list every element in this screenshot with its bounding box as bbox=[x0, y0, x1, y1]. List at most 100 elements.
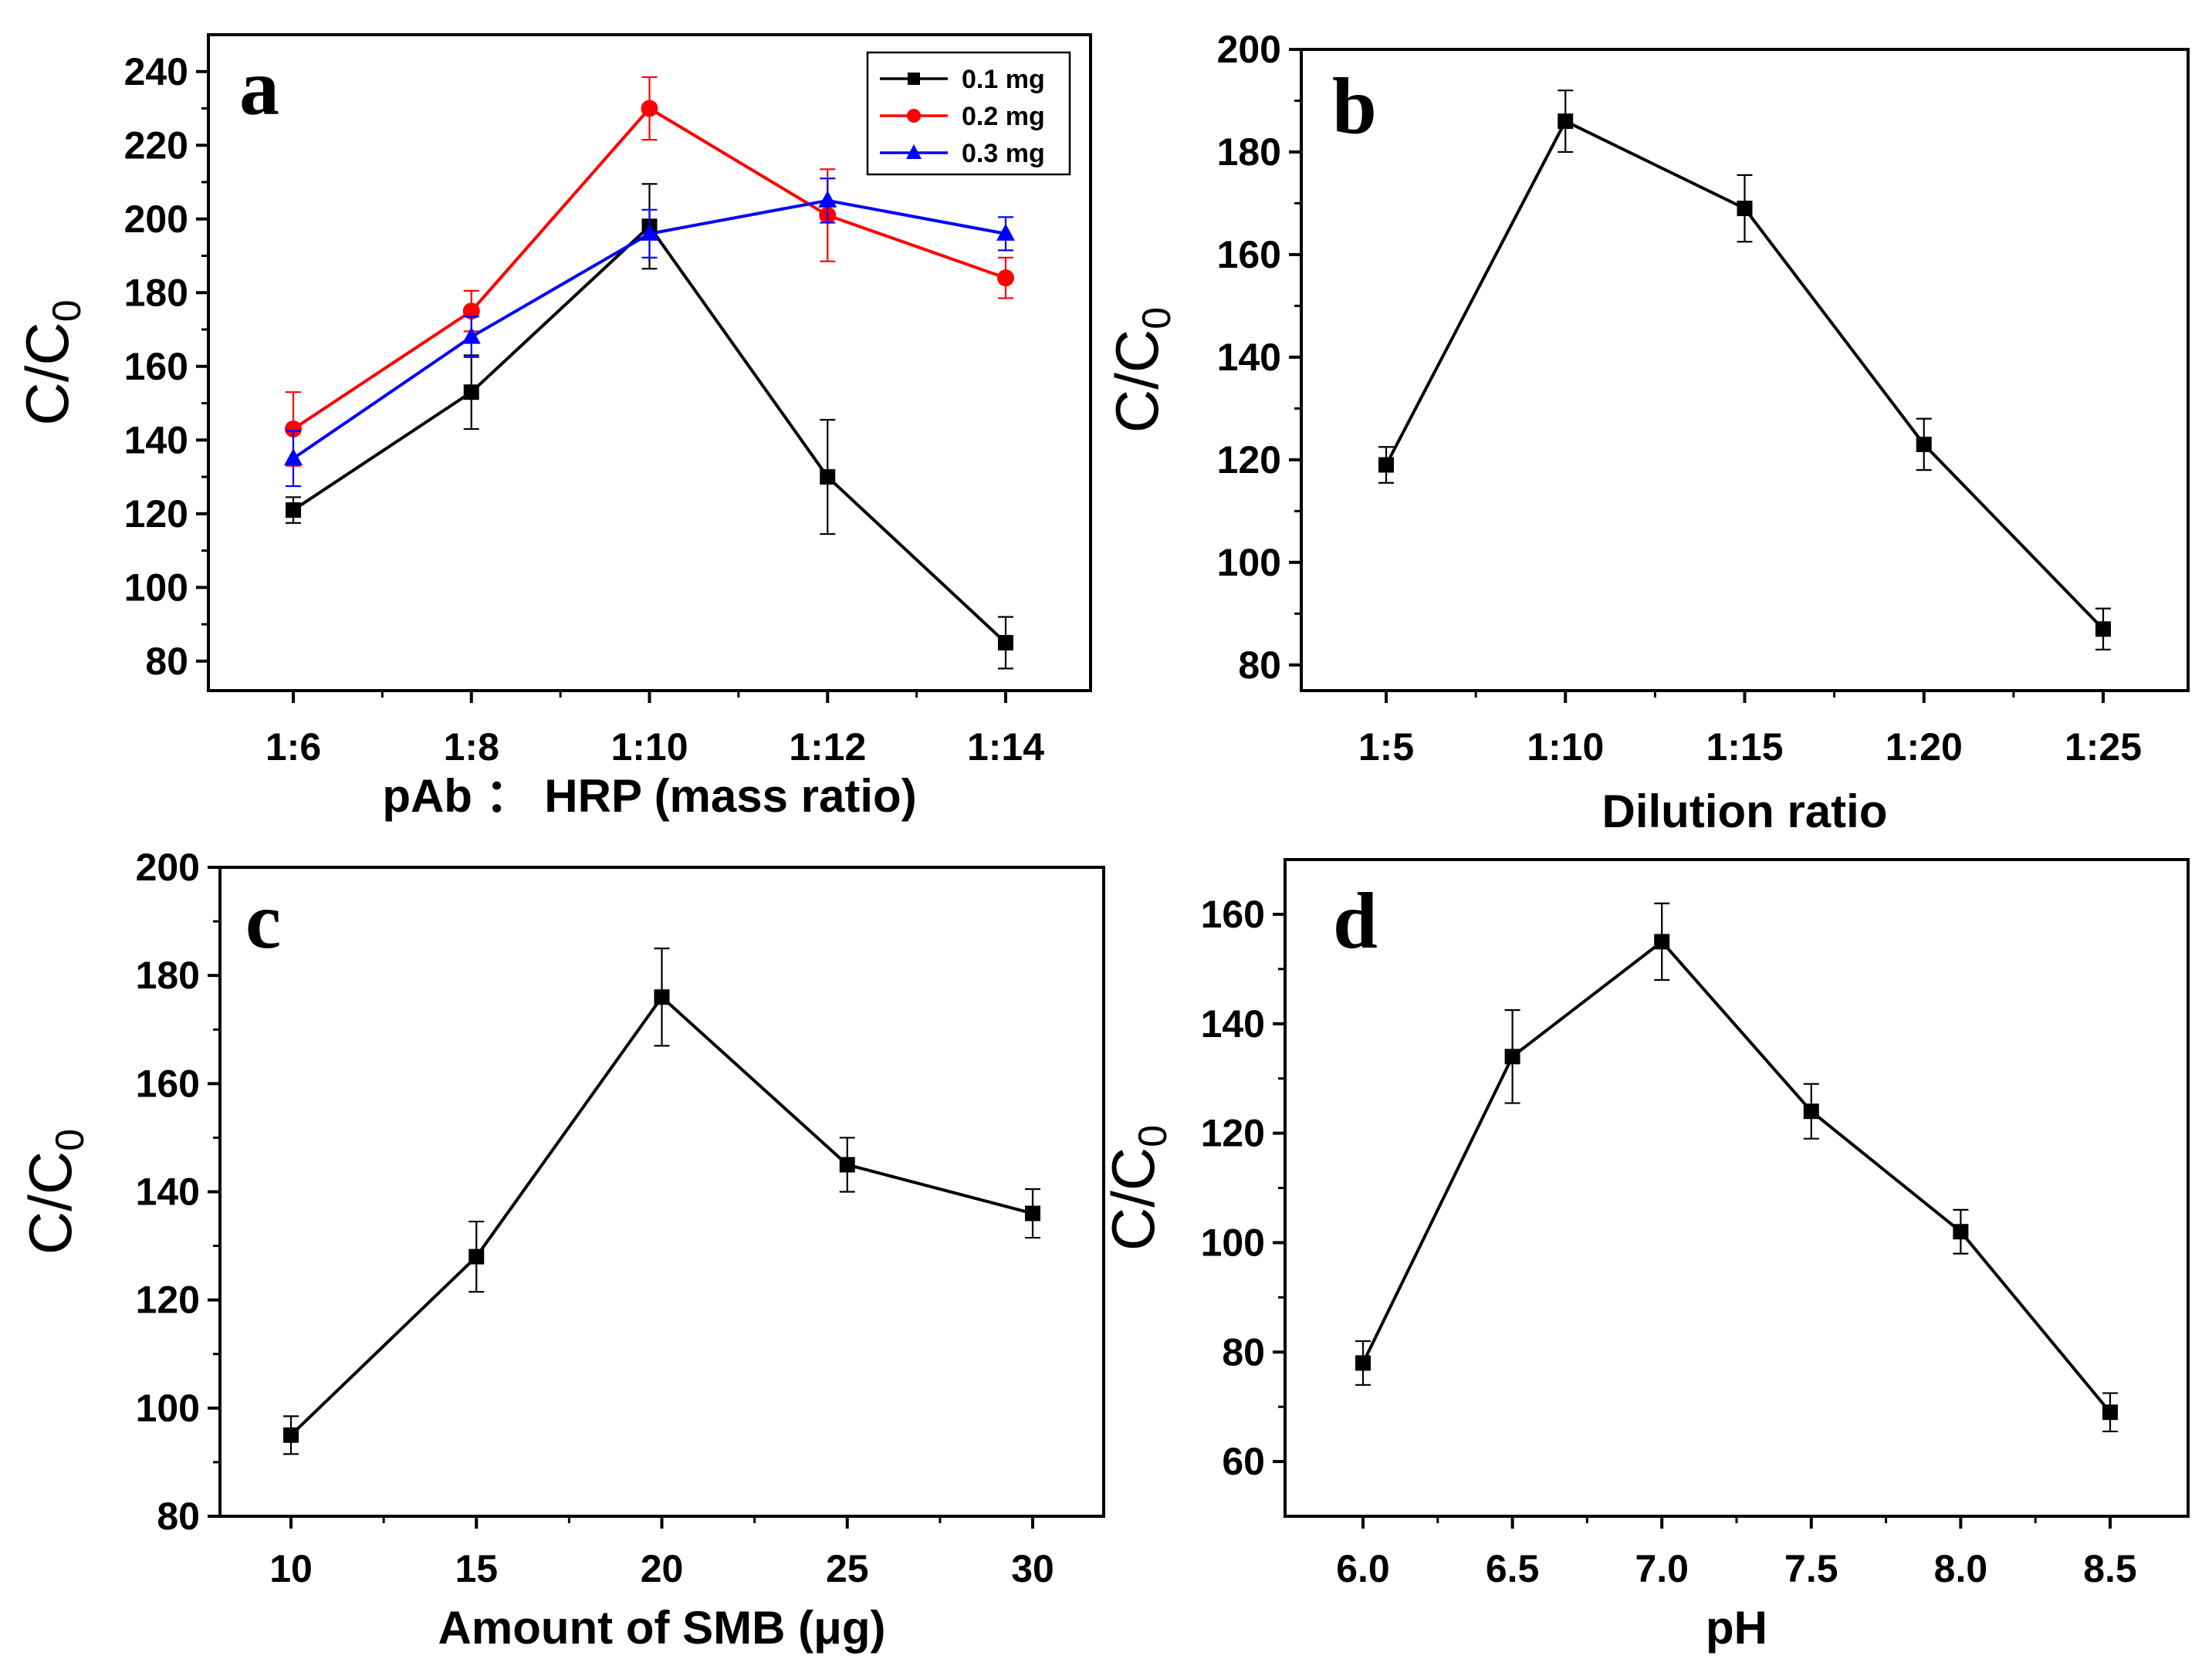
series-main bbox=[1378, 90, 2111, 650]
y-tick-label: 80 bbox=[145, 640, 188, 683]
y-tick-label: 100 bbox=[1217, 541, 1281, 584]
y-axis-title-subscript: 0 bbox=[48, 1129, 93, 1151]
panel-b: 80 100 120 140 160 180 200 1:5 1:10 1:15 1:20 1:25 D… bbox=[1103, 28, 2190, 837]
data-point bbox=[654, 989, 670, 1005]
data-point bbox=[285, 420, 302, 438]
x-tick-label: 6.5 bbox=[1486, 1547, 1540, 1590]
legend-marker bbox=[908, 73, 920, 85]
y-tick-label: 180 bbox=[136, 954, 200, 997]
data-point bbox=[1025, 1205, 1040, 1221]
y-axis-title-main: C/C bbox=[1099, 1147, 1167, 1251]
x-tick-label: 20 bbox=[641, 1547, 684, 1590]
y-tick-label: 60 bbox=[1222, 1440, 1265, 1483]
series-main bbox=[283, 948, 1040, 1455]
data-point bbox=[641, 100, 658, 117]
y-tick-label: 160 bbox=[136, 1062, 200, 1105]
x-tick-label: 10 bbox=[269, 1547, 313, 1590]
x-tick-label: 1:25 bbox=[2065, 725, 2142, 769]
y-axis-title-subscript: 0 bbox=[45, 299, 90, 322]
data-point bbox=[463, 384, 479, 400]
data-point bbox=[286, 502, 301, 519]
legend-label: 0.1 mg bbox=[962, 65, 1045, 94]
panel-letter: b bbox=[1332, 62, 1377, 150]
x-tick-label: 8.5 bbox=[2083, 1547, 2137, 1590]
x-axis-title: Amount of SMB (μg) bbox=[438, 1602, 886, 1654]
x-tick-label: 1:10 bbox=[1527, 725, 1604, 769]
data-point bbox=[996, 223, 1015, 241]
x-tick-label: 1:8 bbox=[444, 725, 499, 769]
series-line bbox=[292, 224, 1007, 644]
data-point bbox=[283, 1427, 299, 1443]
y-tick-label: 240 bbox=[124, 50, 188, 93]
y-tick-label: 120 bbox=[1217, 438, 1281, 481]
data-point bbox=[1654, 934, 1670, 950]
panel-a: 80 100 120 140 160 180 200 220 240 1:6 1:8 1:10 1:12… bbox=[13, 33, 1092, 822]
plot-frame bbox=[1284, 858, 2190, 1518]
data-point bbox=[640, 223, 659, 241]
legend-marker bbox=[906, 144, 922, 159]
y-tick-label: 180 bbox=[124, 271, 188, 314]
legend-label: 0.2 mg bbox=[962, 102, 1045, 131]
legend-marker bbox=[907, 109, 921, 123]
data-point bbox=[1953, 1224, 1969, 1240]
panel-letter: a bbox=[239, 43, 279, 132]
y-tick-label: 200 bbox=[1217, 28, 1281, 71]
x-tick-label: 7.5 bbox=[1784, 1547, 1838, 1590]
y-axis-title: C/C0 bbox=[16, 1129, 93, 1255]
y-tick-label: 200 bbox=[136, 846, 200, 889]
x-tick-label: 1:6 bbox=[266, 725, 321, 769]
x-tick-label: 15 bbox=[455, 1547, 498, 1590]
data-point bbox=[1803, 1103, 1819, 1120]
y-tick-label: 160 bbox=[1201, 893, 1265, 936]
y-axis-title: C/C0 bbox=[1103, 307, 1179, 433]
y-tick-label: 140 bbox=[1217, 336, 1281, 379]
y-axis-title-subscript: 0 bbox=[1131, 1125, 1175, 1147]
y-axis-title: C/C0 bbox=[1099, 1125, 1175, 1251]
x-tick-label: 6.0 bbox=[1336, 1547, 1390, 1590]
data-point bbox=[462, 326, 481, 344]
series-line bbox=[289, 995, 1033, 1437]
y-axis-title-main: C/C bbox=[16, 1151, 84, 1255]
series-0.3-mg bbox=[284, 177, 1015, 488]
x-tick-label: 1:5 bbox=[1358, 725, 1414, 769]
data-point bbox=[1355, 1355, 1371, 1371]
panel-c: 80 100 120 140 160 180 200 10 15 20 25 30 Amount of … bbox=[16, 846, 1105, 1654]
panel-d: 60 80 100 120 140 160 6.0 6.5 7.0 7.5 8.0 8.5 pH C/C0… bbox=[1099, 858, 2190, 1654]
y-tick-label: 100 bbox=[1201, 1221, 1265, 1264]
y-axis-title-subscript: 0 bbox=[1135, 307, 1179, 329]
x-axis-title: pAb ： HRP (mass ratio) bbox=[382, 770, 916, 822]
y-tick-label: 80 bbox=[157, 1495, 200, 1538]
y-tick-label: 80 bbox=[1222, 1330, 1265, 1373]
y-tick-label: 140 bbox=[136, 1171, 200, 1214]
data-point bbox=[998, 634, 1013, 650]
y-tick-label: 100 bbox=[136, 1387, 200, 1430]
y-axis-title: C/C0 bbox=[13, 299, 90, 425]
legend-label: 0.3 mg bbox=[962, 139, 1045, 168]
y-tick-label: 120 bbox=[124, 492, 188, 536]
x-tick-label: 1:12 bbox=[789, 725, 866, 769]
legend: 0.1 mg 0.2 mg 0.3 mg bbox=[866, 51, 1071, 176]
y-axis-title-main: C/C bbox=[13, 322, 81, 425]
x-tick-label: 1:14 bbox=[967, 725, 1044, 769]
series-main bbox=[1355, 902, 2118, 1433]
x-tick-label: 25 bbox=[826, 1547, 869, 1590]
data-point bbox=[1737, 201, 1753, 217]
x-tick-label: 1:10 bbox=[610, 725, 688, 769]
y-tick-label: 200 bbox=[124, 198, 188, 241]
y-tick-label: 140 bbox=[1201, 1002, 1265, 1046]
y-tick-label: 140 bbox=[124, 418, 188, 461]
y-tick-label: 180 bbox=[1217, 130, 1281, 174]
x-tick-label: 1:20 bbox=[1886, 725, 1963, 769]
data-point bbox=[2095, 621, 2111, 637]
y-axis-title-main: C/C bbox=[1103, 329, 1171, 433]
data-point bbox=[1916, 436, 1932, 452]
panel-letter: d bbox=[1333, 877, 1378, 965]
y-tick-label: 80 bbox=[1238, 644, 1281, 687]
x-tick-label: 30 bbox=[1011, 1547, 1054, 1590]
y-tick-label: 120 bbox=[136, 1279, 200, 1322]
x-axis-title: Dilution ratio bbox=[1602, 786, 1888, 837]
data-point bbox=[1378, 457, 1394, 473]
data-point bbox=[820, 469, 836, 485]
x-tick-label: 7.0 bbox=[1635, 1547, 1689, 1590]
data-point bbox=[818, 190, 837, 208]
